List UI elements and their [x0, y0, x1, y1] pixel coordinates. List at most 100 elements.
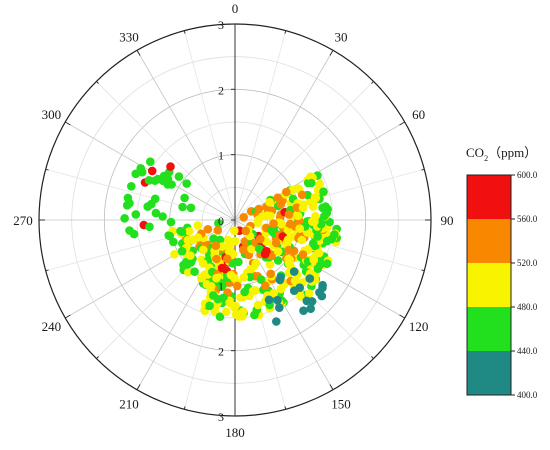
scatter-point — [309, 255, 319, 265]
scatter-point — [231, 310, 241, 319]
colorbar-tick-label: 520.0 — [517, 258, 538, 268]
scatter-point — [276, 273, 285, 282]
angular-tick — [399, 314, 405, 319]
scatter-point — [307, 297, 317, 306]
scatter-point — [290, 276, 300, 286]
scatter-point — [265, 197, 274, 207]
angular-tick-label: 210 — [119, 397, 139, 412]
angular-tick — [329, 384, 334, 390]
angular-tick-label: 330 — [119, 29, 139, 44]
angular-spoke — [45, 168, 236, 221]
colorbar-title: CO2（ppm） — [466, 145, 537, 163]
angular-tick — [96, 81, 99, 84]
scatter-point — [186, 203, 196, 213]
scatter-point — [156, 174, 166, 184]
scatter-point — [310, 193, 320, 202]
angular-tick — [136, 384, 141, 390]
scatter-point — [163, 180, 172, 189]
polar-grid — [38, 23, 432, 417]
angular-tick — [399, 121, 405, 126]
colorbar-tick-label: 560.0 — [517, 214, 538, 224]
scatter-point — [147, 166, 157, 176]
scatter-point — [273, 193, 283, 202]
scatter-point — [247, 244, 256, 254]
scatter-point — [197, 273, 206, 283]
angular-spoke — [96, 81, 236, 221]
scatter-point — [304, 289, 314, 298]
scatter-point — [273, 247, 283, 256]
scatter-point — [307, 178, 316, 188]
scatter-point — [151, 208, 161, 218]
scatter-point — [203, 225, 213, 234]
radial-tick-label: 3 — [218, 18, 224, 32]
angular-tick-label: 90 — [441, 213, 454, 228]
scatter-point — [230, 226, 239, 235]
angular-tick — [284, 30, 287, 34]
scatter-point — [176, 226, 185, 236]
scatter-point — [277, 219, 286, 229]
scatter-point — [178, 202, 187, 212]
scatter-point — [170, 250, 179, 259]
scatter-point — [127, 182, 136, 191]
colorbar: 400.0 440.0 480.0 520.0 560.0 600.0 CO2（ppm） — [466, 145, 538, 400]
angular-tick — [421, 168, 425, 171]
scatter-point — [177, 246, 187, 256]
angular-spoke — [234, 30, 287, 221]
scatter-point — [213, 226, 223, 235]
scatter-point — [250, 310, 259, 320]
angular-tick-label: 240 — [42, 319, 62, 334]
scatter-point — [211, 241, 221, 250]
scatter-point — [217, 263, 227, 273]
scatter-point — [183, 235, 193, 245]
scatter-point — [267, 226, 276, 235]
scatter-point — [166, 162, 175, 171]
scatter-point — [310, 217, 319, 227]
colorbar-segment — [467, 219, 511, 263]
scatter-point — [265, 260, 275, 269]
angular-tick — [65, 314, 71, 319]
scatter-point — [308, 202, 318, 211]
angular-tick — [183, 406, 186, 410]
angular-spoke — [234, 121, 405, 221]
angular-tick — [45, 269, 49, 272]
scatter-point — [146, 157, 155, 166]
scatter-point — [186, 251, 195, 260]
angular-tick-label: 30 — [335, 29, 348, 44]
scatter-point — [240, 287, 249, 297]
scatter-point — [261, 281, 270, 291]
scatter-point — [222, 307, 231, 317]
angular-spoke — [234, 81, 374, 221]
radial-tick-label: 3 — [218, 410, 224, 424]
scatter-point — [248, 286, 258, 296]
scatter-point — [316, 260, 325, 269]
scatter-point — [262, 246, 271, 256]
angular-tick — [284, 406, 287, 410]
scatter-point — [233, 281, 242, 291]
angular-spoke — [183, 30, 236, 221]
scatter-point — [241, 226, 251, 236]
angular-tick — [329, 50, 334, 56]
scatter-point — [276, 199, 286, 209]
scatter-point — [193, 233, 203, 242]
scatter-point — [317, 291, 327, 301]
colorbar-segment — [467, 175, 511, 219]
scatter-point — [295, 283, 305, 293]
scatter-point — [305, 274, 315, 283]
axis-labels: 0 30 60 90 120 150 180 210 240 270 300 330 0 1 1 2 2 3 3 — [13, 1, 453, 440]
colorbar-tick-label: 600.0 — [517, 170, 538, 180]
scatter-point — [174, 172, 184, 181]
scatter-point — [223, 235, 233, 245]
scatter-point — [125, 226, 134, 235]
scatter-point — [225, 298, 234, 308]
scatter-point — [256, 275, 266, 284]
scatter-point — [298, 250, 308, 259]
angular-tick-label: 60 — [412, 107, 425, 122]
scatter-point — [263, 211, 272, 220]
scatter-point — [266, 269, 276, 279]
scatter-point — [284, 254, 293, 264]
scatter-point — [206, 282, 216, 291]
scatter-point — [315, 179, 325, 189]
scatter-point — [209, 234, 218, 243]
scatter-point — [226, 246, 235, 255]
